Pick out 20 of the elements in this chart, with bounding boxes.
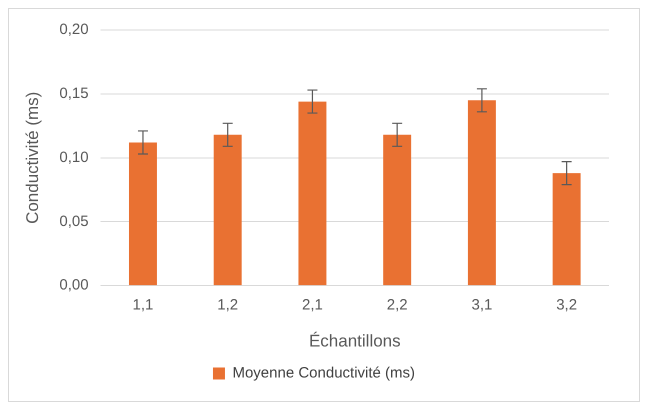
x-tick-label: 1,2 <box>217 296 238 314</box>
y-tick-label: 0,15 <box>59 85 89 102</box>
x-tick-label: 2,2 <box>386 296 408 314</box>
y-tick-label: 0,10 <box>59 148 89 166</box>
bar <box>552 173 581 286</box>
x-axis-title: Échantillons <box>308 331 401 350</box>
bar <box>128 142 157 286</box>
x-tick-label: 3,1 <box>471 296 492 314</box>
bar <box>383 134 412 286</box>
y-axis-title: Conductivité (ms) <box>22 92 42 224</box>
x-tick-label: 3,2 <box>556 296 578 314</box>
y-tick-label: 0,20 <box>59 21 89 38</box>
bar <box>468 100 496 286</box>
legend-label: Moyenne Conductivité (ms) <box>232 364 416 382</box>
x-tick-label: 1,1 <box>132 296 154 314</box>
y-tick-label: 0,05 <box>59 212 89 230</box>
y-tick-label: 0,00 <box>59 276 89 294</box>
bar <box>214 134 242 286</box>
x-tick-label: 2,1 <box>302 296 323 314</box>
bar <box>298 102 326 286</box>
